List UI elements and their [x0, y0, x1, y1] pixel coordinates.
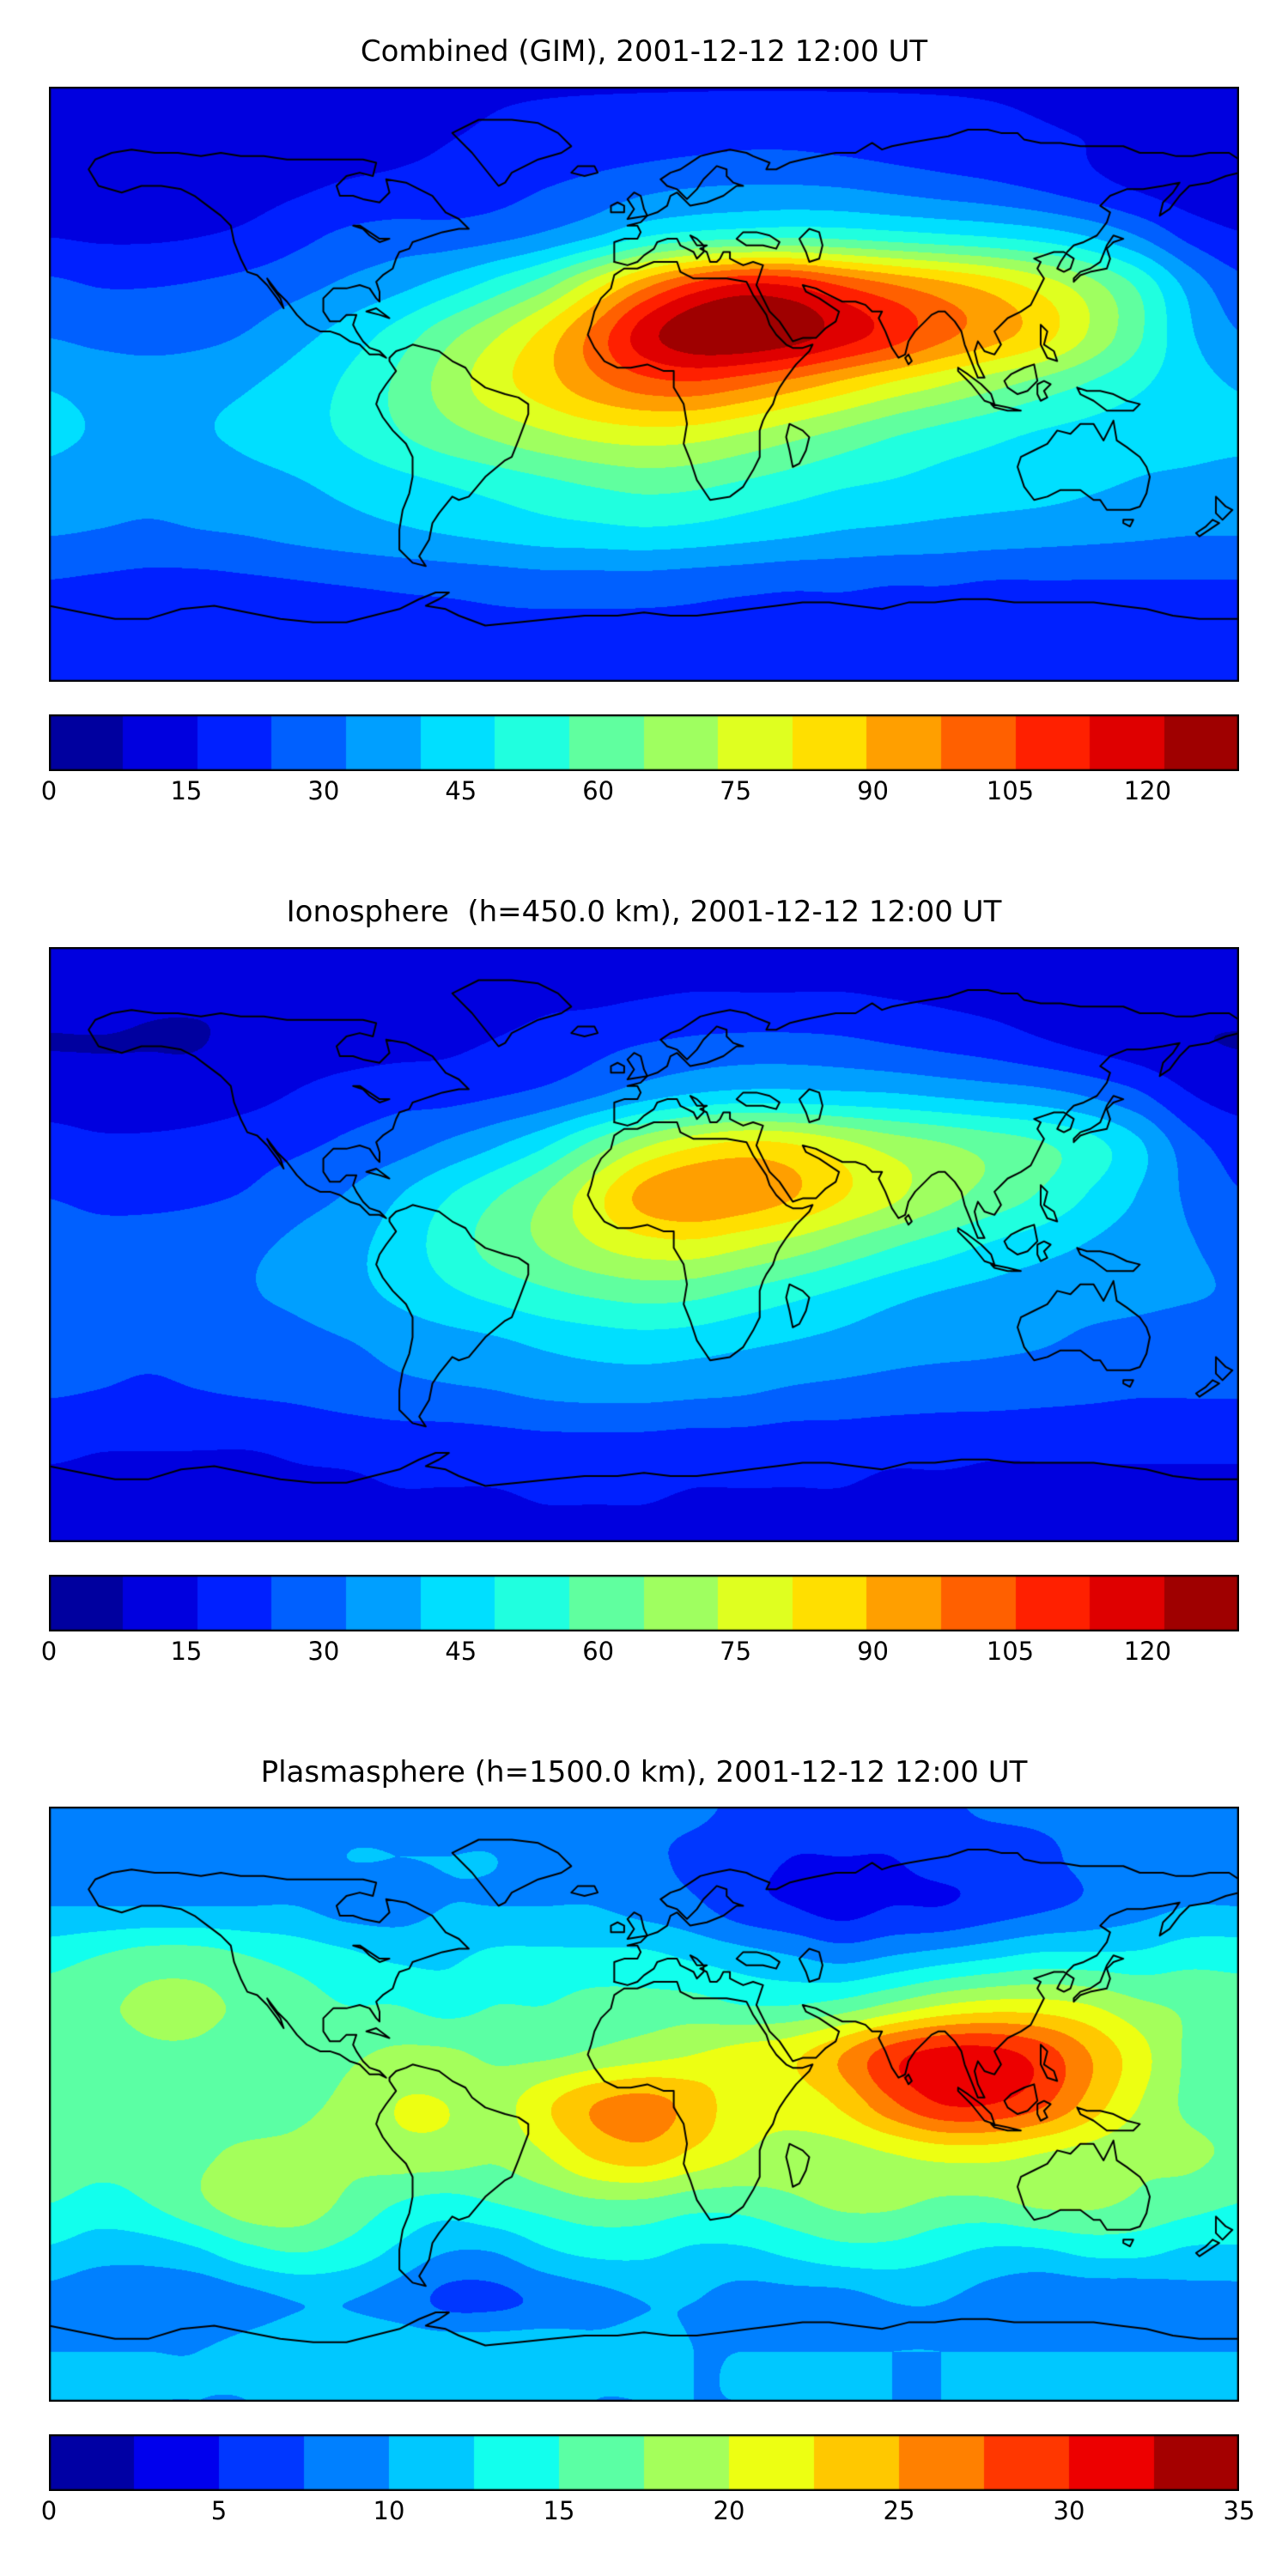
colorbar-tick-label: 105	[986, 1636, 1035, 1666]
panel-title-ionosphere: Ionosphere (h=450.0 km), 2001-12-12 12:0…	[286, 894, 1002, 929]
colorbar-tick-label: 120	[1123, 1636, 1172, 1666]
colorbar-tick-label: 0	[40, 1636, 58, 1666]
colorbar-tick-label: 60	[582, 1636, 615, 1666]
colorbar-tick-label: 0	[40, 2496, 58, 2526]
colorbar-tick-label: 15	[170, 775, 203, 805]
colorbar-tick-label: 45	[445, 775, 477, 805]
colorbar-ticks-1: 0 15 30 45 60 75 90 105 120	[41, 1635, 1239, 1674]
colorbar-tick-label: 45	[445, 1636, 477, 1666]
colorbar-ticks-0: 0 15 30 45 60 75 90 105 120	[41, 775, 1239, 814]
colorbar-tick-label: 60	[582, 775, 615, 805]
colorbar-tick-label: 30	[307, 1636, 340, 1666]
panel-ionosphere: Ionosphere (h=450.0 km), 2001-12-12 12:0…	[41, 894, 1239, 1674]
map-canvas-0	[49, 86, 1239, 682]
colorbar-canvas-0	[49, 714, 1239, 771]
colorbar-tick-label: 15	[170, 1636, 203, 1666]
map-canvas-1	[49, 946, 1239, 1542]
colorbar-tick-label: 90	[857, 775, 889, 805]
colorbar-tick-label: 15	[543, 2496, 575, 2526]
colorbar-tick-label: 35	[1223, 2496, 1255, 2526]
panel-title-combined: Combined (GIM), 2001-12-12 12:00 UT	[360, 34, 928, 69]
map-canvas-2	[49, 1807, 1239, 2403]
colorbar-tick-label: 20	[713, 2496, 745, 2526]
colorbar-tick-label: 105	[986, 775, 1035, 805]
colorbar-ticks-2: 0 5 10 15 20 25 30 35	[41, 2494, 1255, 2534]
colorbar-canvas-2	[49, 2434, 1239, 2492]
colorbar-tick-label: 120	[1123, 775, 1172, 805]
colorbar-tick-label: 10	[373, 2496, 405, 2526]
colorbar-tick-label: 90	[857, 1636, 889, 1666]
colorbar-tick-label: 75	[720, 775, 752, 805]
colorbar-canvas-1	[49, 1574, 1239, 1631]
panel-plasmasphere: Plasmasphere (h=1500.0 km), 2001-12-12 1…	[41, 1754, 1255, 2535]
colorbar-tick-label: 25	[883, 2496, 915, 2526]
colorbar-tick-label: 0	[40, 775, 58, 805]
panel-combined-gim: Combined (GIM), 2001-12-12 12:00 UT 0 15 3…	[41, 34, 1239, 814]
colorbar-tick-label: 30	[307, 775, 340, 805]
colorbar-tick-label: 30	[1053, 2496, 1085, 2526]
colorbar-tick-label: 5	[210, 2496, 228, 2526]
colorbar-tick-label: 75	[720, 1636, 752, 1666]
panel-title-plasmasphere: Plasmasphere (h=1500.0 km), 2001-12-12 1…	[260, 1754, 1028, 1789]
